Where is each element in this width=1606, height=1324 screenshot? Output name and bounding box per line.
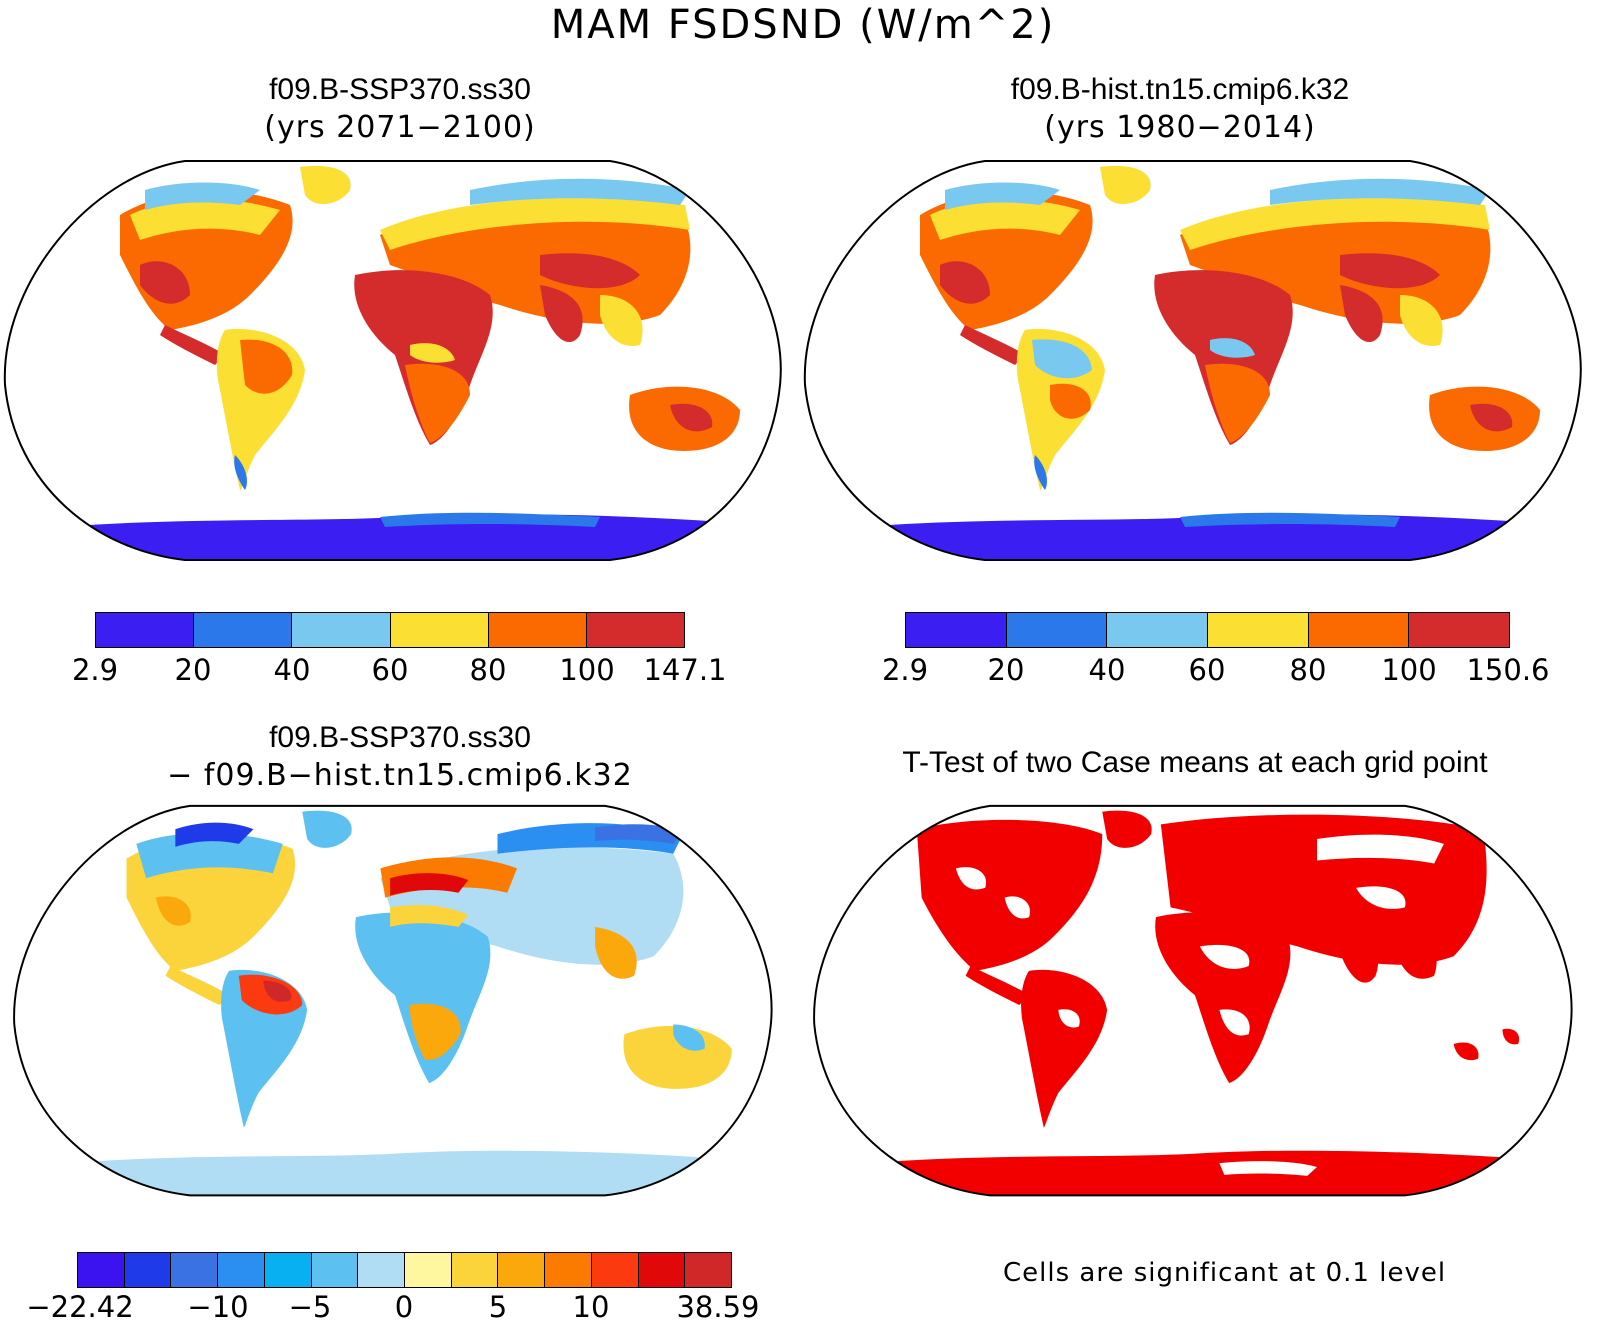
colorbar-c-box [124, 1253, 172, 1287]
colorbar-c-box [171, 1253, 219, 1287]
panel-a-subtitle: (yrs 2071−2100) [264, 110, 536, 145]
colorbar-a-box [292, 613, 391, 647]
panel-b-title: f09.B-hist.tn15.cmip6.k32 [1010, 73, 1350, 106]
colorbar-a-label: 2.9 [71, 653, 119, 687]
colorbar-b-box [1006, 613, 1108, 647]
colorbar-a-box [586, 613, 685, 647]
colorbar-c-label: −10 [187, 1290, 249, 1324]
colorbar-c-label: −5 [288, 1290, 332, 1324]
significance-note: Cells are significant at 0.1 level [1003, 1258, 1447, 1288]
panel-c-subtitle: − f09.B−hist.tn15.cmip6.k32 [167, 758, 633, 793]
colorbar-b-label: 80 [1289, 653, 1327, 687]
colorbar-c-label: −22.42 [26, 1290, 134, 1324]
colorbar-a-label: 60 [371, 653, 409, 687]
colorbar-b-label: 60 [1188, 653, 1226, 687]
colorbar-c-box [78, 1253, 125, 1287]
panel-c-title: f09.B-SSP370.ss30 [269, 721, 531, 754]
colorbar-b-label: 40 [1088, 653, 1126, 687]
map-panel-b [803, 160, 1582, 561]
colorbar-c-box [591, 1253, 639, 1287]
colorbar-b-label: 20 [987, 653, 1025, 687]
colorbar-c-box [685, 1253, 732, 1287]
colorbar-c-box [311, 1253, 359, 1287]
map-panel-c [13, 804, 773, 1197]
colorbar-a-box [194, 613, 293, 647]
colorbar-c-label: 38.59 [676, 1290, 760, 1324]
panel-a-title: f09.B-SSP370.ss30 [269, 73, 531, 106]
colorbar-b-box [1208, 613, 1309, 647]
colorbar-a-box [390, 613, 489, 647]
colorbar-b-label: 2.9 [881, 653, 929, 687]
colorbar-a-label: 40 [273, 653, 311, 687]
colorbar-c-label: 10 [572, 1290, 610, 1324]
colorbar-c-box [638, 1253, 686, 1287]
colorbar-c-box [405, 1253, 452, 1287]
colorbar-a-box [96, 613, 195, 647]
colorbar-a-label: 100 [559, 653, 615, 687]
panel-b-subtitle: (yrs 1980−2014) [1044, 110, 1316, 145]
map-panel-a [3, 160, 782, 561]
map-panel-d [813, 804, 1573, 1197]
colorbar-b-label: 150.6 [1466, 653, 1550, 687]
colorbar-c-box [264, 1253, 312, 1287]
colorbar-b-box [1107, 613, 1209, 647]
colorbar-a-box [488, 613, 587, 647]
colorbar-b [905, 612, 1510, 648]
colorbar-c [77, 1252, 732, 1288]
colorbar-b-box [1409, 613, 1510, 647]
colorbar-b-box [1308, 613, 1410, 647]
colorbar-a-label: 20 [174, 653, 212, 687]
colorbar-a-label: 147.1 [643, 653, 727, 687]
colorbar-c-label: 0 [394, 1290, 414, 1324]
colorbar-c-box [498, 1253, 546, 1287]
figure-title: MAM FSDSND (W/m^2) [550, 2, 1056, 48]
colorbar-c-box [218, 1253, 265, 1287]
colorbar-a [95, 612, 685, 648]
colorbar-a-label: 80 [469, 653, 507, 687]
colorbar-c-box [451, 1253, 499, 1287]
colorbar-b-label: 100 [1381, 653, 1437, 687]
colorbar-c-box [358, 1253, 406, 1287]
colorbar-c-box [545, 1253, 592, 1287]
panel-d-title: T-Test of two Case means at each grid po… [902, 746, 1488, 779]
colorbar-b-box [906, 613, 1007, 647]
colorbar-c-label: 5 [488, 1290, 508, 1324]
